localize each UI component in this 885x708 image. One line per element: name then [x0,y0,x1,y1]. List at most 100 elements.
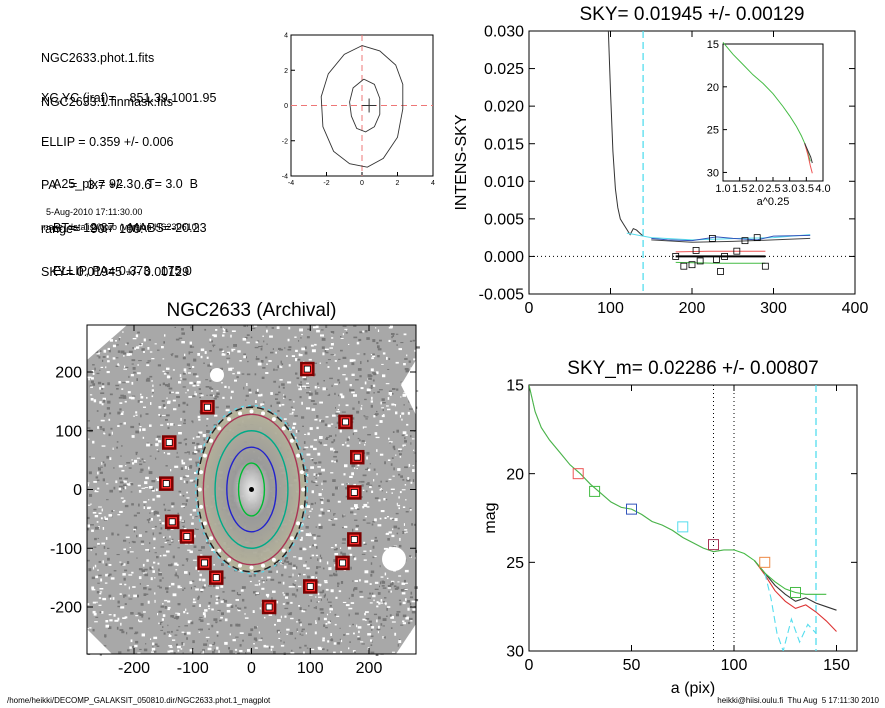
noise-pixel [387,585,392,588]
noise-pixel [96,479,100,481]
noise-pixel [366,391,370,394]
noise-pixel [143,648,148,652]
noise-pixel [221,369,224,372]
noise-pixel [306,407,310,410]
noise-pixel [395,454,397,456]
noise-pixel [320,557,323,560]
noise-pixel [308,396,312,399]
noise-pixel [353,587,358,590]
noise-pixel [329,611,331,613]
noise-pixel [215,329,218,331]
noise-pixel [377,345,380,349]
noise-pixel [272,348,274,350]
noise-pixel [353,557,357,561]
noise-pixel [390,616,394,619]
noise-pixel [88,568,92,572]
noise-pixel [113,570,117,572]
noise-pixel [305,533,309,536]
noise-pixel [413,358,416,361]
noise-pixel [185,503,187,506]
noise-pixel [298,621,302,624]
noise-pixel [177,649,180,652]
noise-pixel [276,601,279,604]
noise-pixel [338,590,342,593]
noise-pixel [109,339,113,342]
noise-pixel [397,643,399,647]
mag-title: SKY_m= 0.02286 +/- 0.00807 [567,358,818,379]
noise-pixel [316,566,319,569]
noise-pixel [244,606,247,609]
sky-box-marker [761,262,769,270]
inset-x-tick-label: 1.0 [715,183,730,195]
noise-pixel [185,499,188,502]
noise-pixel [286,628,290,631]
noise-pixel [139,401,143,403]
noise-pixel [211,548,215,551]
noise-pixel [268,612,273,616]
noise-pixel [246,325,248,327]
noise-pixel [370,635,374,638]
noise-pixel [126,631,128,635]
sky-box-inner [204,403,211,411]
noise-pixel [382,625,385,627]
noise-pixel [375,424,379,426]
noise-pixel [248,633,252,636]
noise-pixel [288,424,290,426]
noise-pixel [127,649,130,652]
noise-pixel [246,334,250,336]
noise-pixel [92,566,95,570]
sample-point [289,438,294,443]
noise-pixel [360,641,364,643]
sky-series-line [626,232,811,241]
noise-pixel [314,392,319,395]
noise-pixel [364,515,367,518]
noise-pixel [403,333,407,336]
noise-pixel [373,555,377,557]
noise-pixel [151,480,156,483]
inset-xlabel: a^0.25 [757,196,790,208]
noise-pixel [128,594,130,597]
noise-pixel [273,380,276,383]
noise-pixel [185,608,187,611]
noise-pixel [166,375,171,379]
noise-pixel [306,453,311,456]
sample-point [261,411,266,416]
noise-pixel [250,336,253,339]
noise-pixel [402,622,406,625]
noise-pixel [372,556,375,559]
noise-pixel [398,507,400,510]
noise-pixel [178,337,183,339]
noise-pixel [395,333,399,335]
noise-pixel [181,564,185,566]
noise-pixel [87,603,90,606]
noise-pixel [104,552,107,555]
noise-pixel [315,477,317,479]
noise-pixel [172,593,177,597]
noise-pixel [267,595,269,598]
noise-pixel [237,652,240,655]
noise-pixel [311,576,315,579]
noise-pixel [122,484,127,487]
noise-pixel [144,460,146,462]
noise-pixel [130,482,134,486]
noise-pixel [257,388,259,392]
noise-pixel [353,632,355,635]
noise-pixel [96,355,99,357]
noise-pixel [109,457,112,460]
noise-pixel [122,395,126,397]
noise-pixel [300,381,302,384]
noise-pixel [337,409,339,411]
noise-pixel [274,614,277,616]
mag-marker [572,468,584,480]
noise-pixel [380,599,383,602]
noise-pixel [258,639,263,641]
noise-pixel [395,512,399,515]
noise-pixel [128,375,130,378]
noise-pixel [357,635,360,638]
noise-pixel [105,624,109,628]
noise-pixel [115,384,120,387]
noise-pixel [117,364,120,367]
noise-pixel [399,537,401,541]
noise-pixel [306,567,310,570]
sky-y-tick-label: 0.005 [484,211,524,228]
